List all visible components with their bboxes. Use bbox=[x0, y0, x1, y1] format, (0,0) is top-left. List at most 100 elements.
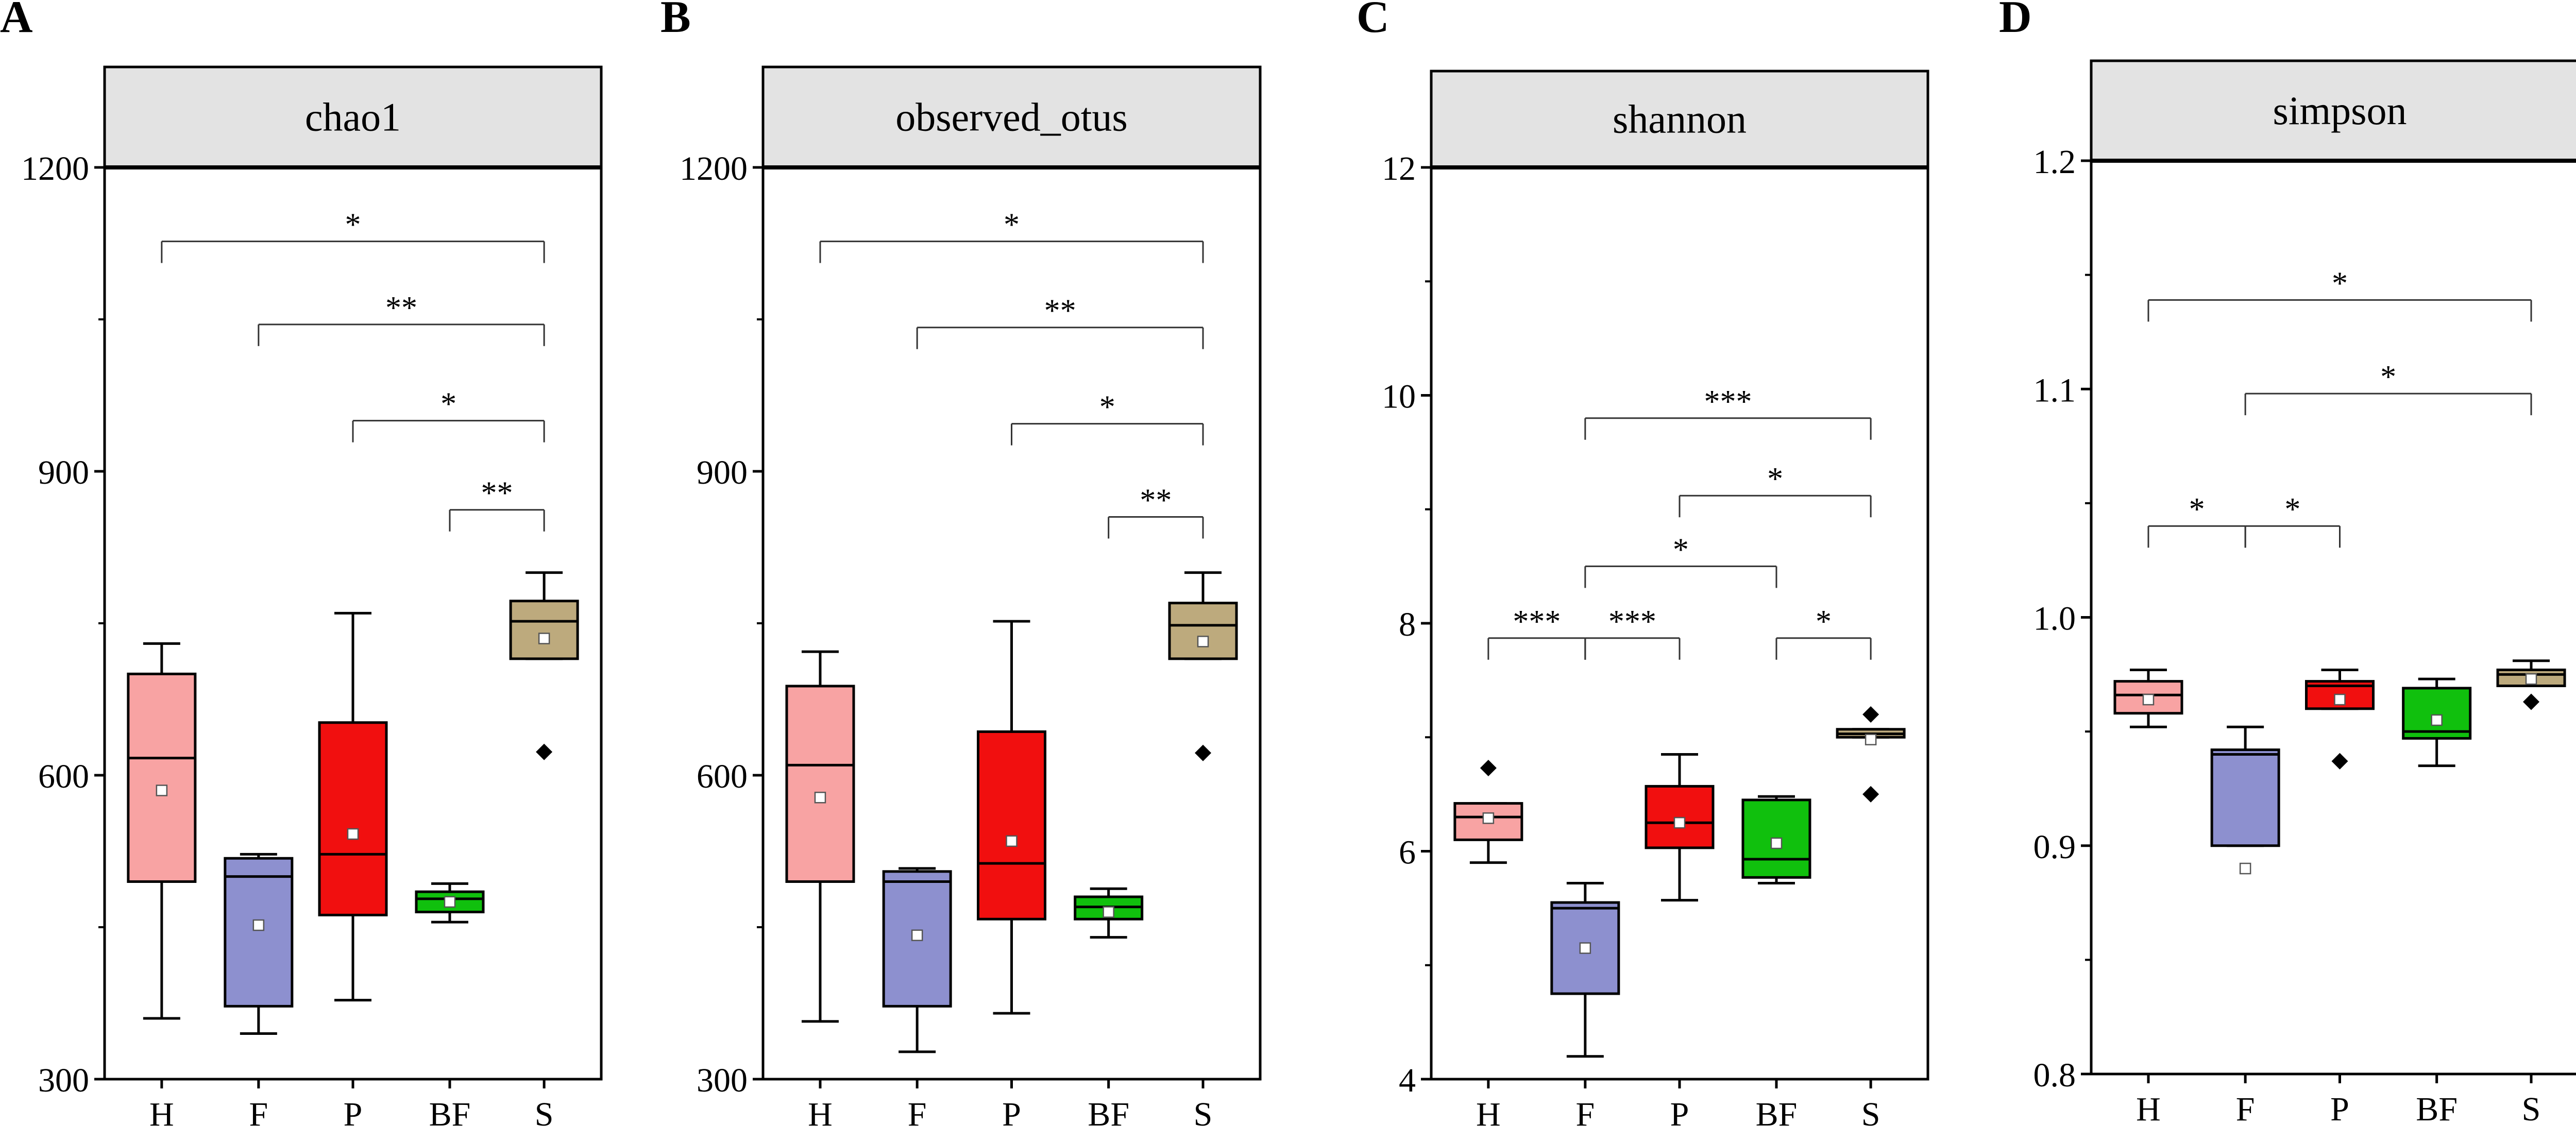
panel-header bbox=[1430, 70, 1929, 169]
mean-marker bbox=[814, 792, 826, 804]
significance-bracket: *** bbox=[1584, 604, 1681, 660]
mean-marker bbox=[2431, 714, 2443, 726]
panel-letter: B bbox=[660, 0, 691, 42]
significance-label: * bbox=[2332, 266, 2348, 301]
box-body bbox=[2402, 687, 2472, 740]
plot-frame bbox=[1430, 166, 1929, 1081]
x-tick-label: H bbox=[2136, 1090, 2161, 1128]
panel-title: chao1 bbox=[305, 95, 401, 140]
panel-header bbox=[103, 65, 603, 169]
x-tick-label: BF bbox=[2416, 1090, 2458, 1128]
significance-label: *** bbox=[1608, 604, 1656, 639]
box-p bbox=[2305, 668, 2375, 770]
outlier-point bbox=[2331, 753, 2348, 770]
y-tick-label: 10 bbox=[1382, 378, 1416, 416]
significance-label: * bbox=[440, 387, 456, 422]
panel-letter: C bbox=[1357, 0, 1389, 42]
box-h bbox=[785, 650, 855, 1023]
outlier-point bbox=[536, 743, 553, 760]
panel-title: shannon bbox=[1613, 97, 1747, 142]
box-body bbox=[224, 857, 294, 1008]
significance-bracket: * bbox=[161, 208, 545, 263]
box-s bbox=[509, 571, 579, 760]
outlier-point bbox=[1862, 786, 1879, 803]
box-s bbox=[2496, 659, 2566, 710]
significance-label: * bbox=[2284, 492, 2300, 527]
outlier-point bbox=[1862, 706, 1879, 723]
x-tick-label: S bbox=[2522, 1090, 2541, 1128]
box-h bbox=[127, 642, 197, 1020]
significance-bracket: ** bbox=[449, 476, 545, 532]
x-tick-label: F bbox=[1575, 1096, 1595, 1133]
y-tick-label: 1.1 bbox=[2033, 371, 2076, 409]
box-f bbox=[2210, 725, 2280, 875]
panel-letter: D bbox=[1999, 0, 2032, 42]
significance-bracket: * bbox=[1584, 532, 1777, 588]
y-tick-label: 4 bbox=[1399, 1062, 1416, 1099]
significance-label: *** bbox=[1513, 604, 1561, 639]
x-tick-label: P bbox=[1002, 1096, 1021, 1133]
significance-bracket: * bbox=[2147, 492, 2246, 548]
y-tick-label: 8 bbox=[1399, 606, 1416, 643]
significance-label: ** bbox=[385, 291, 417, 326]
significance-label: * bbox=[1673, 532, 1689, 567]
box-f bbox=[224, 853, 294, 1035]
mean-marker bbox=[1103, 906, 1114, 918]
significance-label: * bbox=[2189, 492, 2205, 527]
box-p bbox=[977, 620, 1046, 1015]
outlier-point bbox=[2523, 693, 2540, 710]
box-bf bbox=[2402, 677, 2472, 768]
x-tick-label: P bbox=[2330, 1090, 2349, 1128]
mean-marker bbox=[347, 828, 359, 840]
mean-marker bbox=[2334, 693, 2346, 706]
panel-title: observed_otus bbox=[895, 95, 1128, 140]
box-bf bbox=[415, 882, 485, 924]
x-tick-label: P bbox=[1670, 1096, 1689, 1133]
y-tick-label: 600 bbox=[697, 758, 748, 795]
y-tick-label: 300 bbox=[38, 1062, 89, 1099]
mean-marker bbox=[911, 929, 923, 941]
mean-marker bbox=[156, 785, 168, 796]
significance-label: * bbox=[1004, 208, 1020, 243]
significance-bracket: * bbox=[2244, 492, 2341, 548]
x-tick-label: BF bbox=[1088, 1096, 1129, 1133]
outlier-point bbox=[1195, 744, 1212, 761]
box-bf bbox=[1741, 795, 1811, 884]
mean-marker bbox=[1770, 837, 1783, 849]
significance-bracket: * bbox=[1679, 462, 1872, 518]
panel-header bbox=[761, 65, 1262, 169]
significance-bracket: *** bbox=[1584, 384, 1872, 440]
significance-label: *** bbox=[1704, 384, 1752, 419]
mean-marker bbox=[1197, 636, 1209, 647]
significance-bracket: * bbox=[352, 387, 545, 442]
x-tick-label: H bbox=[1476, 1096, 1501, 1133]
mean-marker bbox=[1482, 812, 1495, 824]
mean-marker bbox=[2239, 862, 2251, 875]
significance-bracket: * bbox=[819, 208, 1204, 263]
x-tick-label: F bbox=[249, 1096, 268, 1133]
x-tick-label: S bbox=[535, 1096, 554, 1133]
box-body bbox=[509, 600, 579, 660]
mean-marker bbox=[2525, 673, 2537, 685]
significance-label: ** bbox=[481, 476, 513, 511]
y-tick-label: 900 bbox=[38, 454, 89, 491]
mean-marker bbox=[252, 919, 265, 931]
mean-marker bbox=[2142, 693, 2155, 706]
box-f bbox=[1550, 881, 1620, 1058]
box-h bbox=[1453, 759, 1523, 864]
significance-label: ** bbox=[1044, 294, 1076, 329]
significance-label: * bbox=[1099, 390, 1115, 425]
significance-label: * bbox=[2380, 360, 2396, 395]
y-tick-label: 1.2 bbox=[2033, 143, 2076, 181]
outlier-point bbox=[1480, 759, 1497, 776]
y-tick-label: 300 bbox=[697, 1062, 748, 1099]
significance-label: * bbox=[1816, 604, 1832, 639]
mean-marker bbox=[538, 633, 550, 644]
box-body bbox=[318, 721, 388, 916]
significance-label: * bbox=[1767, 462, 1783, 497]
y-tick-label: 0.9 bbox=[2033, 828, 2076, 866]
significance-bracket: ** bbox=[1108, 483, 1204, 539]
mean-marker bbox=[1865, 734, 1877, 745]
